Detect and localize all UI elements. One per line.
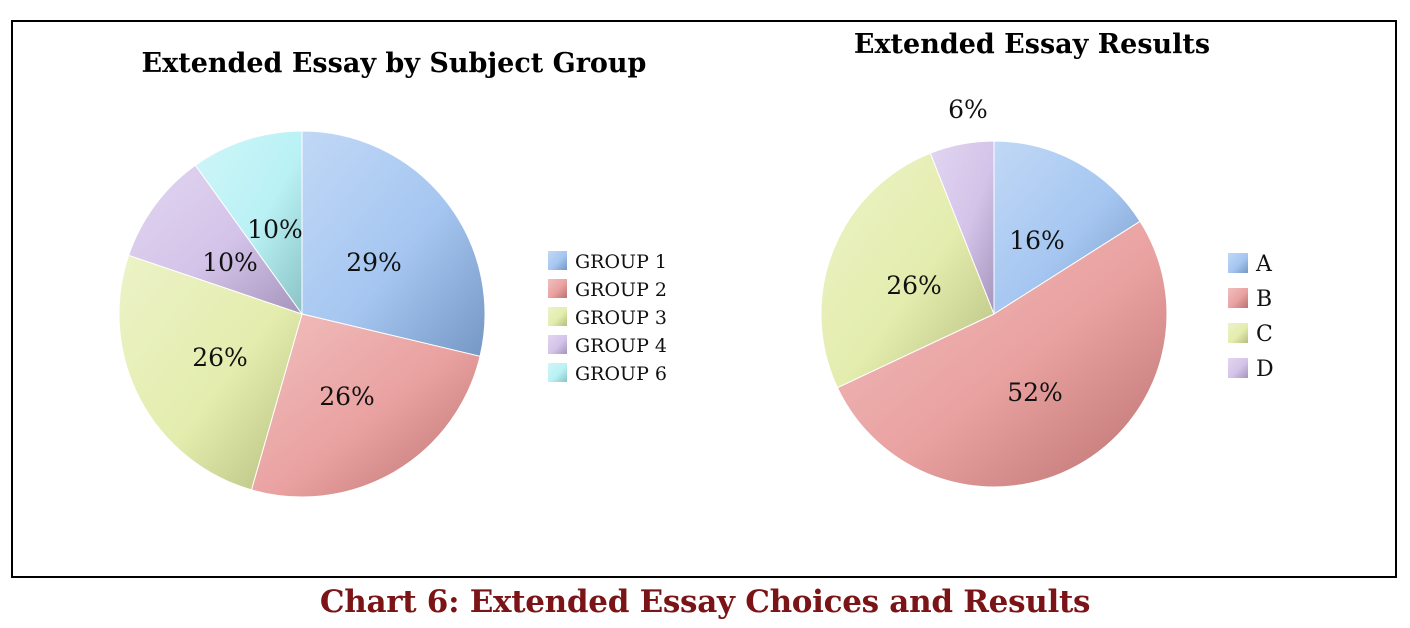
legend-swatch-c [1228, 323, 1248, 343]
legend-swatch-group-2 [548, 279, 567, 298]
data-label-a: 16% [1009, 226, 1065, 255]
pie-chart-results: 16% 52% 26% 6% [820, 95, 1168, 488]
data-label-b: 52% [1007, 378, 1063, 407]
data-label-group-6: 10% [247, 215, 303, 244]
legend-label-d: D [1256, 357, 1274, 382]
pie-chart-subject-group: 29% 26% 26% 10% 10% [118, 130, 486, 498]
data-label-group-4: 10% [202, 248, 258, 277]
legend-swatch-a [1228, 253, 1248, 273]
pie-slice-b [836, 220, 1168, 488]
legend-label-c: C [1256, 322, 1273, 347]
data-label-group-2: 26% [319, 382, 375, 411]
pie-slice-group-6 [194, 130, 303, 316]
figure-caption: Chart 6: Extended Essay Choices and Resu… [319, 584, 1091, 620]
chart2-title: Extended Essay Results [854, 29, 1210, 60]
legend-label-group-4: GROUP 4 [575, 335, 667, 357]
legend-swatch-group-6 [548, 363, 567, 382]
legend-label-group-2: GROUP 2 [575, 279, 667, 301]
charts-canvas: Extended Essay by Subject Group Extended… [118, 29, 1274, 498]
legend-swatch-group-4 [548, 335, 567, 354]
pie-slice-group-3 [118, 254, 303, 491]
legend-swatch-group-3 [548, 307, 567, 326]
data-label-group-1: 29% [346, 248, 402, 277]
chart-frame [11, 20, 1397, 578]
pie-slice-group-4 [128, 164, 304, 315]
legend-label-group-6: GROUP 6 [575, 363, 667, 385]
data-label-d: 6% [948, 95, 988, 124]
pie-slice-c [820, 152, 995, 389]
legend-subject-group: GROUP 1 GROUP 2 GROUP 3 GROUP 4 GROUP 6 [548, 251, 667, 385]
pie-slice-group-2 [250, 313, 481, 498]
pie-slice-group-1 [301, 130, 486, 357]
legend-label-group-1: GROUP 1 [575, 251, 667, 273]
chart1-title: Extended Essay by Subject Group [142, 48, 647, 79]
pie-slice-a [993, 140, 1141, 315]
pie-slice-d [929, 140, 995, 315]
data-label-group-3: 26% [192, 343, 248, 372]
legend-swatch-d [1228, 358, 1248, 378]
legend-label-a: A [1255, 252, 1273, 277]
data-label-c: 26% [886, 271, 942, 300]
legend-label-b: B [1256, 287, 1272, 312]
legend-swatch-group-1 [548, 251, 567, 270]
legend-swatch-b [1228, 288, 1248, 308]
legend-label-group-3: GROUP 3 [575, 307, 667, 329]
